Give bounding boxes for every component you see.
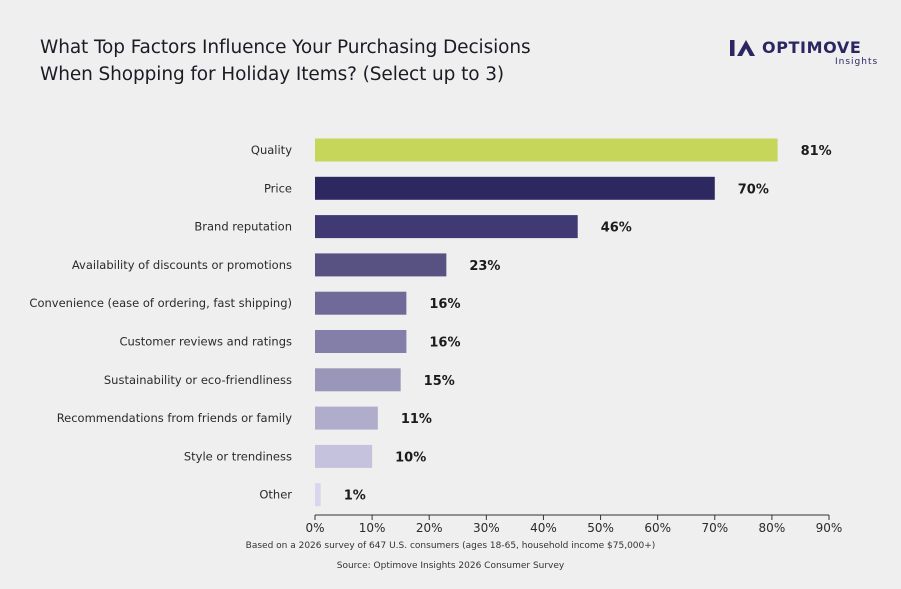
- source-note: Source: Optimove Insights 2026 Consumer …: [336, 561, 565, 571]
- x-tick-label: 30%: [473, 521, 500, 535]
- chart-title-line-1: What Top Factors Influence Your Purchasi…: [40, 37, 531, 58]
- bar: [315, 483, 321, 507]
- category-label: Other: [259, 488, 292, 502]
- bar: [315, 215, 578, 239]
- category-label: Sustainability or eco-friendliness: [104, 373, 292, 387]
- x-tick-label: 20%: [416, 521, 443, 535]
- value-label: 11%: [401, 412, 432, 427]
- category-label: Recommendations from friends or family: [57, 411, 293, 425]
- x-tick-label: 10%: [359, 521, 386, 535]
- value-label: 70%: [738, 182, 769, 197]
- optimove-logo-icon: [730, 40, 755, 56]
- category-label: Style or trendiness: [184, 449, 292, 463]
- value-label: 23%: [469, 259, 500, 274]
- optimove-logo: OPTIMOVE Insights: [730, 38, 880, 72]
- bar: [315, 444, 373, 468]
- category-label: Customer reviews and ratings: [119, 335, 292, 349]
- x-tick-label: 40%: [530, 521, 557, 535]
- category-label: Convenience (ease of ordering, fast ship…: [29, 296, 292, 310]
- x-tick-label: 0%: [305, 521, 324, 535]
- bar: [315, 176, 715, 200]
- survey-note: Based on a 2026 survey of 647 U.S. consu…: [245, 541, 656, 551]
- value-label: 46%: [601, 221, 632, 236]
- bar: [315, 330, 407, 353]
- value-label: 15%: [424, 374, 455, 389]
- value-label: 10%: [395, 450, 426, 465]
- x-tick-label: 60%: [644, 521, 671, 535]
- bar: [315, 406, 378, 430]
- value-label: 1%: [344, 489, 366, 504]
- chart-title: What Top Factors Influence Your Purchasi…: [40, 34, 531, 88]
- value-label: 16%: [429, 297, 460, 312]
- value-label: 81%: [801, 144, 832, 159]
- bar: [315, 138, 778, 162]
- x-tick-label: 80%: [759, 521, 786, 535]
- category-label: Brand reputation: [194, 220, 292, 234]
- chart-title-line-2: When Shopping for Holiday Items? (Select…: [40, 64, 505, 85]
- bar-chart: Quality 81% Price 70% Brand reputation 46% Ava…: [29, 138, 843, 535]
- logo-name: OPTIMOVE: [762, 38, 862, 57]
- bar: [315, 291, 407, 315]
- category-label: Quality: [251, 143, 292, 157]
- category-label: Availability of discounts or promotions: [72, 258, 292, 272]
- x-tick-label: 50%: [587, 521, 614, 535]
- category-label: Price: [264, 181, 292, 195]
- value-label: 16%: [429, 336, 460, 351]
- bar: [315, 368, 401, 392]
- x-tick-label: 90%: [816, 521, 843, 535]
- bar: [315, 253, 447, 277]
- x-tick-label: 70%: [701, 521, 728, 535]
- logo-subtitle: Insights: [835, 57, 879, 67]
